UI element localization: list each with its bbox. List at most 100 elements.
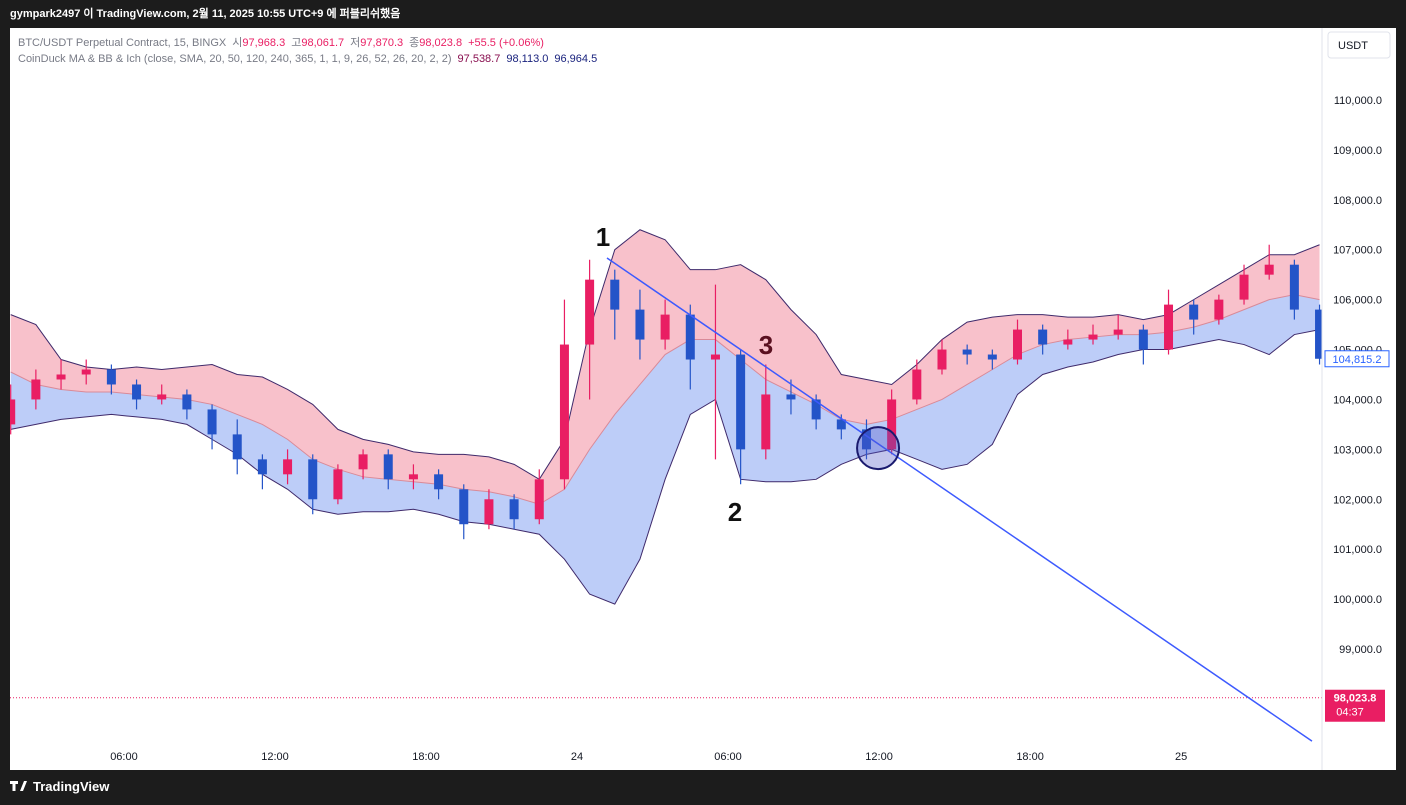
candle-body <box>484 499 494 525</box>
h-label: 고 <box>291 37 301 49</box>
candle-body <box>1214 299 1224 320</box>
candle-body <box>786 394 796 400</box>
candle-body <box>10 399 16 425</box>
candle-body <box>534 479 544 520</box>
candle-body <box>1138 329 1148 350</box>
candle-body <box>182 394 192 410</box>
candle-body <box>81 369 91 375</box>
y-tick-label: 101,000.0 <box>1333 544 1382 556</box>
y-tick-label: 106,000.0 <box>1333 295 1382 307</box>
ind-value: 98,113.0 <box>506 53 548 65</box>
candle-body <box>912 369 922 400</box>
x-tick-label: 18:00 <box>412 751 440 763</box>
brand: TradingView <box>33 779 110 794</box>
o: 97,968.3 <box>242 37 285 49</box>
candle-body <box>232 434 242 460</box>
candle-body <box>383 454 393 480</box>
candle-body <box>736 354 746 450</box>
symbol: BTC/USDT Perpetual Contract, 15, BINGX <box>18 37 227 49</box>
candle-body <box>761 394 771 450</box>
candle-body <box>962 349 972 355</box>
candle-body <box>333 469 343 500</box>
x-tick-label: 18:00 <box>1016 751 1044 763</box>
c-label: 종 <box>409 37 419 49</box>
candle-body <box>257 459 267 475</box>
legend-line-2: CoinDuck MA & BB & Ich (close, SMA, 20, … <box>18 53 597 65</box>
ind-value: 96,964.5 <box>554 53 597 65</box>
currency-button[interactable] <box>1327 31 1391 59</box>
price-line-box <box>1325 689 1385 722</box>
band-fill-upper <box>10 229 1320 505</box>
candle-body <box>685 314 695 360</box>
candle-body <box>585 279 595 345</box>
candle-body <box>660 314 670 340</box>
candle-body <box>1013 329 1022 360</box>
candle-body <box>861 429 871 450</box>
band-line-upper <box>10 229 1320 480</box>
price-line-label: 98,023.8 <box>1334 693 1377 705</box>
h: 98,061.7 <box>301 37 344 49</box>
candle-body <box>1264 264 1274 275</box>
candle-body <box>157 394 167 400</box>
candle-body <box>106 369 116 385</box>
countdown: 04:37 <box>1336 707 1364 719</box>
last-price-box <box>1324 350 1390 368</box>
circle-marker <box>856 426 901 471</box>
candle-body <box>132 384 142 400</box>
band-line-lower <box>10 329 1320 605</box>
y-tick-label: 107,000.0 <box>1333 245 1382 257</box>
annotation: 2 <box>728 497 742 527</box>
c: 98,023.8 <box>419 37 462 49</box>
indicator: CoinDuck MA & BB & Ich (close, SMA, 20, … <box>18 53 452 65</box>
candle-body <box>1063 339 1073 345</box>
candle-body <box>408 474 418 480</box>
candle-body <box>987 354 997 360</box>
candle-body <box>610 279 620 310</box>
last-price-label: 104,815.2 <box>1333 354 1382 366</box>
candle-body <box>509 499 519 520</box>
y-tick-label: 108,000.0 <box>1333 195 1382 207</box>
y-tick-label: 100,000.0 <box>1333 594 1382 606</box>
candle-body <box>459 489 469 525</box>
x-tick-label: 12:00 <box>865 751 893 763</box>
o-label: 시 <box>232 37 242 49</box>
y-tick-label: 109,000.0 <box>1333 145 1382 157</box>
candle-body <box>1088 334 1098 340</box>
x-tick-label: 12:00 <box>261 751 289 763</box>
candle-body <box>559 344 569 480</box>
candle-body <box>1239 274 1249 300</box>
currency-label[interactable]: USDT <box>1338 40 1368 52</box>
candle-body <box>1164 304 1174 350</box>
ind-value: 97,538.7 <box>458 53 501 65</box>
y-tick-label: 103,000.0 <box>1333 444 1382 456</box>
y-tick-label: 104,000.0 <box>1333 394 1382 406</box>
candle-body <box>1289 264 1299 310</box>
candle-body <box>937 349 947 370</box>
x-tick-label: 25 <box>1175 751 1187 763</box>
candle-body <box>1038 329 1048 345</box>
candle-body <box>887 399 897 450</box>
footer-logo: TradingView <box>10 779 110 794</box>
candle-body <box>836 419 846 430</box>
band-line-middle <box>10 294 1320 505</box>
band-fill-lower <box>10 294 1320 605</box>
legend-line-1: BTC/USDT Perpetual Contract, 15, BINGX 시9… <box>18 36 544 49</box>
candle-body <box>207 409 217 435</box>
y-tick-label: 102,000.0 <box>1333 494 1382 506</box>
l: 97,870.3 <box>360 37 403 49</box>
candle-body <box>811 399 821 420</box>
annotation: 3 <box>759 330 773 360</box>
x-tick-label: 06:00 <box>714 751 742 763</box>
y-tick-label: 110,000.0 <box>1334 95 1382 107</box>
annotation: 1 <box>596 222 610 252</box>
candle-body <box>434 474 444 490</box>
candle-body <box>358 454 368 470</box>
candle-body <box>1189 304 1199 320</box>
x-tick-label: 24 <box>571 751 583 763</box>
candle-body <box>710 354 720 360</box>
trendline <box>606 257 1313 742</box>
x-tick-label: 06:00 <box>110 751 138 763</box>
publisher: gympark2497 이 TradingView.com, 2월 11, 20… <box>10 6 400 20</box>
